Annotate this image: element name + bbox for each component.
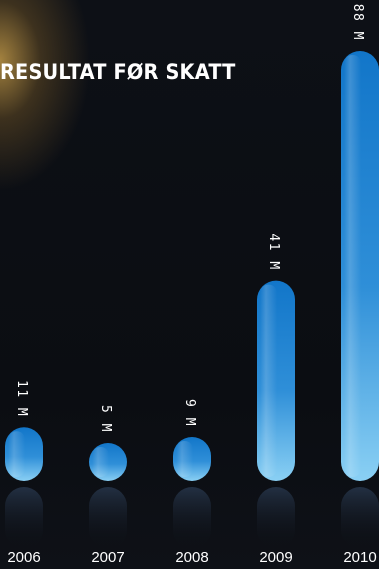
bar-reflection-2009 [257, 487, 295, 549]
bar-reflection-2006 [5, 487, 43, 549]
value-label-2008: 9 M [182, 399, 197, 427]
x-tick-label-2008: 2008 [175, 549, 208, 566]
x-tick-label-2007: 2007 [91, 549, 124, 566]
x-axis-labels: 2006 2007 2008 2009 2010 [7, 549, 376, 566]
value-label-2006: 11 M [14, 380, 29, 417]
value-label-2007: 5 M [98, 405, 113, 433]
value-label-2009: 41 M [266, 233, 281, 270]
bar-shine-2010 [344, 55, 362, 477]
bars-group [5, 51, 379, 481]
x-tick-label-2006: 2006 [7, 549, 40, 566]
x-tick-label-2009: 2009 [259, 549, 292, 566]
bar-shine-2007 [92, 447, 110, 477]
bar-reflection-2008 [173, 487, 211, 549]
bar-reflections [5, 487, 379, 549]
bar-reflection-2010 [341, 487, 379, 549]
bar-shine-2006 [8, 431, 26, 477]
chart-title: RESULTAT FØR SKATT [0, 60, 236, 84]
bar-shine-2008 [176, 441, 194, 477]
x-tick-label-2010: 2010 [343, 549, 376, 566]
value-labels-group: 11 M 5 M 9 M 41 M 88 M [14, 4, 365, 433]
value-label-2010: 88 M [350, 4, 365, 41]
bar-shine-2009 [260, 284, 278, 477]
bar-reflection-2007 [89, 487, 127, 549]
